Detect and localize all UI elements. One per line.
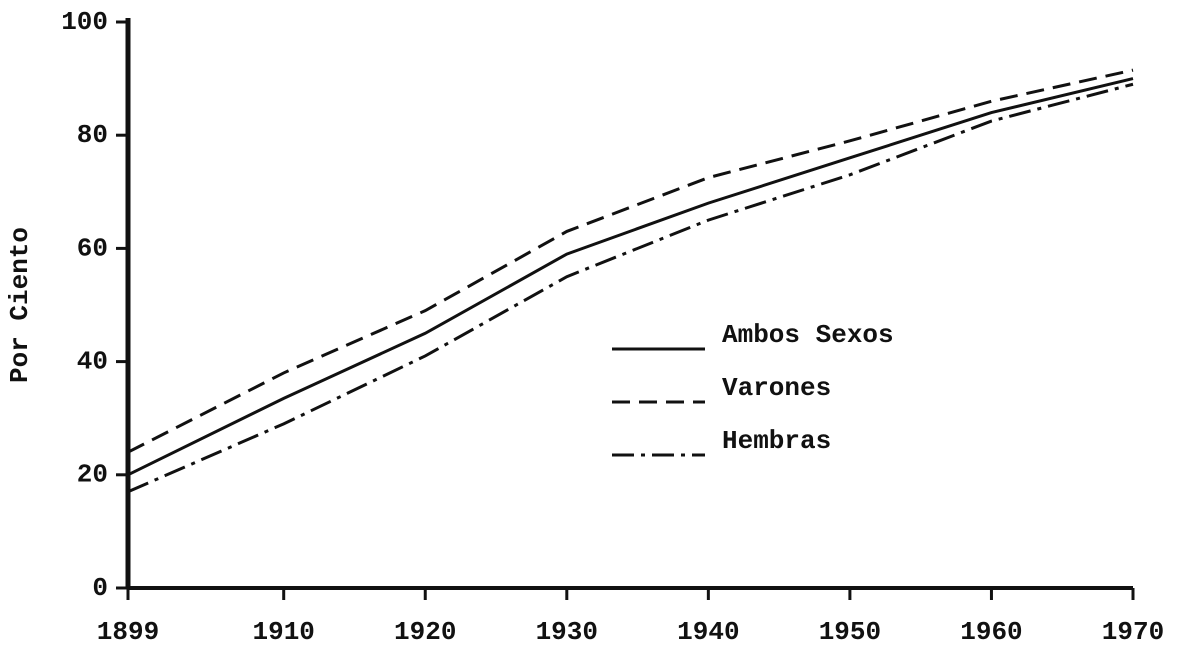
x-tick-label: 1950 bbox=[819, 617, 881, 647]
y-tick-label: 0 bbox=[92, 573, 108, 603]
y-tick-label: 100 bbox=[61, 7, 108, 37]
y-tick-label: 20 bbox=[77, 460, 108, 490]
series-line bbox=[127, 77, 1134, 477]
series-line bbox=[127, 68, 1134, 454]
legend-label: Hembras bbox=[722, 426, 831, 456]
y-tick-label: 60 bbox=[77, 233, 108, 263]
series-line bbox=[127, 82, 1134, 494]
x-tick-label: 1930 bbox=[536, 617, 598, 647]
x-tick-label: 1970 bbox=[1102, 617, 1164, 647]
x-tick-label: 1920 bbox=[394, 617, 456, 647]
y-tick-label: 80 bbox=[77, 120, 108, 150]
x-tick-label: 1910 bbox=[252, 617, 314, 647]
x-tick-label: 1899 bbox=[97, 617, 159, 647]
x-tick-label: 1940 bbox=[677, 617, 739, 647]
y-tick-label: 40 bbox=[77, 346, 108, 376]
legend-label: Ambos Sexos bbox=[722, 320, 894, 350]
x-tick-label: 1960 bbox=[960, 617, 1022, 647]
y-axis-label: Por Ciento bbox=[5, 227, 35, 383]
legend-label: Varones bbox=[722, 373, 831, 403]
